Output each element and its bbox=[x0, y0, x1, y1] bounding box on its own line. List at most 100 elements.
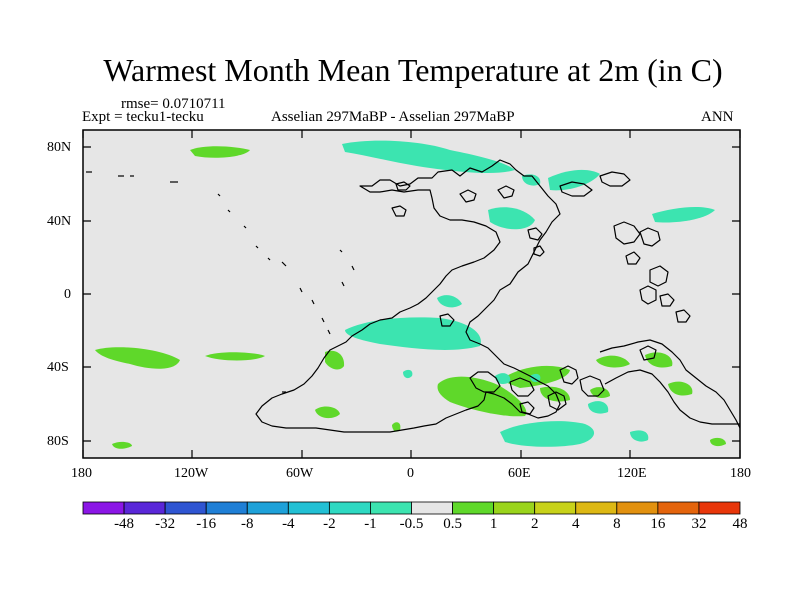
colorbar-label: -48 bbox=[114, 516, 135, 532]
anomaly-patch bbox=[392, 422, 401, 432]
lat-label-40s: 40S bbox=[47, 360, 69, 375]
anomaly-patch bbox=[590, 387, 610, 398]
colorbar-swatch bbox=[534, 501, 577, 515]
lat-label-80n: 80N bbox=[47, 140, 72, 155]
comparison-text: Asselian 297MaBP - Asselian 297MaBP bbox=[271, 109, 515, 125]
colorbar-swatch bbox=[698, 501, 741, 515]
coastline bbox=[497, 185, 515, 199]
colorbar-label: 4 bbox=[572, 516, 580, 532]
colorbar-label: 8 bbox=[613, 516, 621, 532]
island-mark bbox=[217, 193, 221, 197]
lon-label-60w: 60W bbox=[286, 466, 314, 481]
anomaly-patch bbox=[325, 350, 345, 370]
coastline bbox=[579, 375, 605, 397]
anomaly-patch bbox=[710, 437, 726, 447]
island-mark bbox=[351, 265, 355, 271]
colorbar-label: 0.5 bbox=[443, 516, 462, 532]
coastline bbox=[255, 159, 561, 433]
lon-label-120e: 120E bbox=[617, 466, 647, 481]
rmse-text: rmse= 0.0710711 bbox=[121, 96, 226, 112]
coastlines bbox=[255, 159, 741, 433]
anomaly-patch bbox=[342, 140, 515, 174]
coastline bbox=[659, 293, 675, 307]
anomaly-patch bbox=[668, 381, 693, 396]
map-title: Warmest Month Mean Temperature at 2m (in… bbox=[103, 52, 723, 88]
coastline bbox=[639, 285, 657, 305]
colorbar-label: 1 bbox=[489, 516, 498, 532]
island-mark bbox=[341, 281, 345, 287]
axis-ticks bbox=[82, 130, 741, 458]
colorbar-label: -16 bbox=[196, 516, 217, 532]
anomaly-patch bbox=[596, 355, 630, 368]
lon-label-60e: 60E bbox=[508, 466, 531, 481]
coastline bbox=[469, 371, 501, 393]
coastline bbox=[519, 401, 535, 415]
anomaly-patch bbox=[112, 441, 132, 449]
colorbar-swatch bbox=[205, 501, 248, 515]
island-mark bbox=[311, 299, 315, 305]
positive-anomaly-regions bbox=[95, 146, 726, 449]
coastline bbox=[547, 391, 567, 411]
coastline bbox=[509, 377, 535, 397]
coastline bbox=[527, 227, 543, 241]
colorbar-swatch bbox=[123, 501, 166, 515]
colorbar-swatch bbox=[370, 501, 412, 515]
colorbar-swatch bbox=[493, 501, 536, 515]
coastline bbox=[395, 181, 411, 191]
colorbar-label: -8 bbox=[241, 516, 254, 532]
anomaly-patch bbox=[403, 369, 413, 379]
colorbar-label: -32 bbox=[155, 516, 176, 532]
anomaly-patch bbox=[315, 406, 340, 419]
island-mark bbox=[299, 287, 303, 293]
experiment-text: Expt = tecku1-tecku bbox=[82, 109, 204, 125]
lon-label-0: 0 bbox=[407, 466, 414, 481]
anomaly-patch bbox=[630, 430, 649, 442]
coastline bbox=[599, 171, 631, 187]
anomaly-patch bbox=[522, 174, 541, 186]
coastline bbox=[439, 313, 455, 327]
lat-label-40n: 40N bbox=[47, 214, 72, 229]
island-mark bbox=[267, 257, 271, 261]
map-background bbox=[83, 130, 740, 458]
island-mark bbox=[243, 225, 247, 229]
coastline bbox=[559, 181, 593, 197]
coastline bbox=[639, 345, 657, 361]
coastline bbox=[639, 227, 661, 247]
colorbar-label: 2 bbox=[530, 516, 539, 532]
coastline bbox=[604, 369, 740, 425]
colorbar-label: -0.5 bbox=[399, 516, 424, 532]
coastline bbox=[625, 251, 641, 265]
island-mark bbox=[327, 329, 331, 335]
anomaly-patch bbox=[488, 207, 535, 230]
coastline bbox=[613, 221, 641, 245]
island-mark bbox=[281, 261, 287, 267]
period-text: ANN bbox=[701, 109, 734, 125]
coastline bbox=[675, 309, 691, 323]
coastline bbox=[599, 339, 741, 429]
colorbar-swatch bbox=[328, 501, 371, 515]
colorbar-swatch bbox=[616, 501, 659, 515]
coastline bbox=[533, 245, 545, 257]
island-mark bbox=[339, 249, 343, 253]
colorbar-label: -4 bbox=[282, 516, 295, 532]
colorbar-swatch bbox=[82, 501, 125, 515]
lon-label-120w: 120W bbox=[174, 466, 209, 481]
colorbar-swatch bbox=[657, 501, 700, 515]
coastline bbox=[391, 205, 407, 217]
island-mark bbox=[255, 245, 259, 249]
anomaly-patch bbox=[205, 352, 265, 361]
colorbar-swatch bbox=[287, 501, 330, 515]
colorbar-label: 48 bbox=[732, 516, 748, 532]
island-mark bbox=[321, 317, 325, 323]
anomaly-patch bbox=[652, 207, 715, 223]
anomaly-patch bbox=[95, 347, 180, 369]
anomaly-patch bbox=[588, 401, 609, 414]
colorbar-swatch bbox=[575, 501, 618, 515]
colorbar-swatch bbox=[164, 501, 207, 515]
coastline bbox=[459, 189, 477, 203]
colorbar-label: -2 bbox=[323, 516, 336, 532]
anomaly-patch bbox=[495, 373, 511, 384]
colorbar bbox=[82, 501, 741, 515]
anomaly-patch bbox=[437, 295, 462, 308]
